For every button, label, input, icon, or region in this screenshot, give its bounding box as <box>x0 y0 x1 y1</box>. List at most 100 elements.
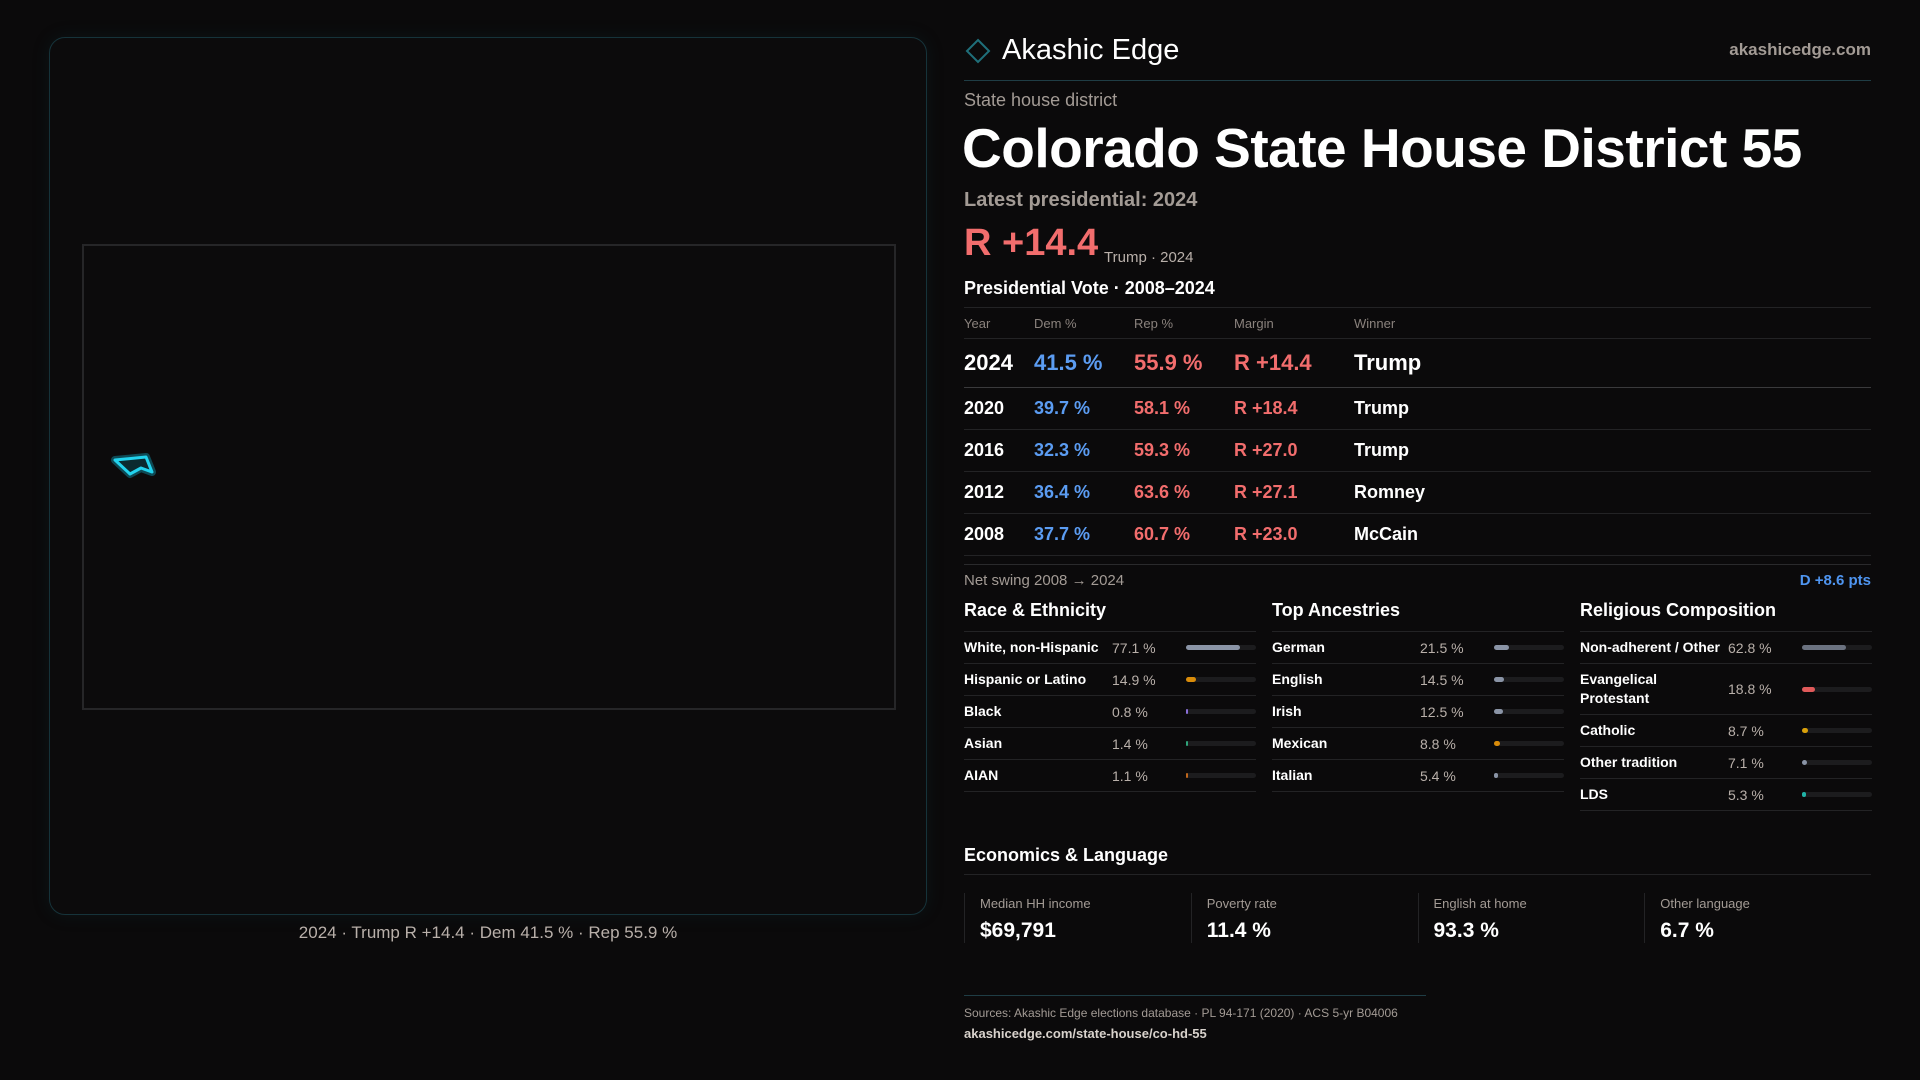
dem-pct-cell: 32.3 % <box>1034 429 1134 472</box>
stat-bar-track <box>1494 709 1564 714</box>
stat-bar-fill <box>1802 686 1816 692</box>
stat-row: Other tradition 7.1 % <box>1580 747 1872 779</box>
stat-bar-fill <box>1186 741 1188 746</box>
col-winner: Winner <box>1354 307 1871 339</box>
headline-margin: R +14.4 <box>964 222 1099 264</box>
margin-cell: R +27.0 <box>1234 429 1354 472</box>
winner-cell: Trump <box>1354 387 1871 430</box>
stat-label: Hispanic or Latino <box>964 671 1087 687</box>
stat-value: 7.1 % <box>1728 754 1764 771</box>
section-title: Religious Composition <box>1580 600 1872 632</box>
dem-pct-cell: 39.7 % <box>1034 387 1134 430</box>
stat-label: Italian <box>1272 767 1313 783</box>
stat-row: Irish 12.5 % <box>1272 696 1564 728</box>
stat-bar-track <box>1186 709 1256 714</box>
race-ethnicity-section: Race & Ethnicity White, non-Hispanic 77.1 … <box>964 600 1256 792</box>
stat-bar-fill <box>1494 677 1505 682</box>
headline-margin-sub: Trump · 2024 <box>1104 249 1194 266</box>
stat-value: 8.8 % <box>1420 735 1456 752</box>
stat-bar-track <box>1802 728 1872 733</box>
map-panel[interactable] <box>49 37 927 915</box>
stat-row: Evangelical Protestant 18.8 % <box>1580 664 1872 715</box>
header-divider <box>964 80 1871 81</box>
stat-bar-track <box>1494 677 1564 682</box>
brand: Akashic Edge <box>964 34 1179 67</box>
rep-pct-cell: 59.3 % <box>1134 429 1234 472</box>
stat-label: Non-adherent / Other <box>1580 639 1721 655</box>
stat-label: Mexican <box>1272 735 1328 751</box>
stat-bar-fill <box>1186 677 1197 682</box>
stat-value: 18.8 % <box>1728 681 1772 697</box>
stat-bar-track <box>1802 792 1872 797</box>
stat-row: Italian 5.4 % <box>1272 760 1564 792</box>
stat-label: Evangelical Protestant <box>1580 671 1658 706</box>
stat-row: Mexican 8.8 % <box>1272 728 1564 760</box>
stat-bar-track <box>1802 645 1872 650</box>
winner-cell: Trump <box>1354 429 1871 472</box>
ancestries-section: Top Ancestries German 21.5 % English 14.5 % I… <box>1272 600 1564 792</box>
stat-row: White, non-Hispanic 77.1 % <box>964 632 1256 664</box>
stat-value: 1.1 % <box>1112 767 1148 784</box>
margin-cell: R +23.0 <box>1234 513 1354 556</box>
table-row: 2016 32.3 % 59.3 % R +27.0 Trump <box>964 429 1871 472</box>
stat-row: Black 0.8 % <box>964 696 1256 728</box>
stat-bar-track <box>1186 645 1256 650</box>
dem-pct-cell: 41.5 % <box>1034 338 1134 388</box>
rep-pct-cell: 60.7 % <box>1134 513 1234 556</box>
stat-label: LDS <box>1580 786 1608 802</box>
stat-bar-fill <box>1802 792 1806 797</box>
stat-value: 5.3 % <box>1728 786 1764 803</box>
econ-label: Median HH income <box>980 896 1091 911</box>
econ-value: 11.4 % <box>1206 919 1271 942</box>
state-outline-frame <box>82 244 896 710</box>
econ-label: Poverty rate <box>1206 896 1277 911</box>
section-title: Top Ancestries <box>1272 600 1564 632</box>
year-cell: 2024 <box>964 338 1034 388</box>
stat-row: Catholic 8.7 % <box>1580 715 1872 747</box>
table-row: 2012 36.4 % 63.6 % R +27.1 Romney <box>964 471 1871 514</box>
stat-bar-track <box>1494 773 1564 778</box>
econ-card: Other language 6.7 % <box>1644 893 1871 943</box>
rep-pct-cell: 55.9 % <box>1134 338 1234 388</box>
dem-pct-cell: 37.7 % <box>1034 513 1134 556</box>
econ-value: 93.3 % <box>1433 919 1499 942</box>
stat-label: Black <box>964 703 1002 719</box>
stat-label: Irish <box>1272 703 1302 719</box>
sources: Sources: Akashic Edge elections database… <box>964 1006 1398 1020</box>
col-dem: Dem % <box>1034 307 1134 339</box>
stat-row: Asian 1.4 % <box>964 728 1256 760</box>
year-cell: 2020 <box>964 387 1034 430</box>
economics-title: Economics & Language <box>964 845 1871 875</box>
stat-value: 77.1 % <box>1112 639 1156 656</box>
brand-name: Akashic Edge <box>1002 34 1180 66</box>
year-cell: 2016 <box>964 429 1034 472</box>
stat-bar-fill <box>1494 741 1501 746</box>
margin-cell: R +27.1 <box>1234 471 1354 514</box>
permalink[interactable]: akashicedge.com/state-house/co-hd-55 <box>964 1026 1207 1041</box>
stat-bar-fill <box>1186 773 1188 778</box>
econ-label: English at home <box>1433 896 1527 911</box>
site-link[interactable]: akashicedge.com <box>1729 40 1871 59</box>
religion-section: Religious Composition Non-adherent / Othe… <box>1580 600 1872 811</box>
stat-bar-fill <box>1802 760 1807 765</box>
footer: Sources: Akashic Edge elections database… <box>964 995 1426 1041</box>
econ-label: Other language <box>1660 896 1750 911</box>
stat-label: Catholic <box>1580 722 1636 738</box>
presidential-vote-title: Presidential Vote · 2008–2024 <box>964 278 1215 298</box>
map-caption: 2024 · Trump R +14.4 · Dem 41.5 % · Rep … <box>298 923 678 942</box>
stat-label: AIAN <box>964 767 999 783</box>
district-shape[interactable] <box>108 450 158 484</box>
margin-cell: R +18.4 <box>1234 387 1354 430</box>
stat-bar-track <box>1494 645 1564 650</box>
year-cell: 2012 <box>964 471 1034 514</box>
stat-bar-fill <box>1494 709 1503 714</box>
stat-bar-track <box>1802 686 1872 692</box>
stat-value: 0.8 % <box>1112 703 1148 720</box>
stat-value: 1.4 % <box>1112 735 1148 752</box>
net-swing-label: Net swing 2008 → 2024 <box>964 572 1125 589</box>
year-cell: 2008 <box>964 513 1034 556</box>
econ-card: Median HH income $69,791 <box>964 893 1191 943</box>
table-row: 2008 37.7 % 60.7 % R +23.0 McCain <box>964 513 1871 556</box>
winner-cell: Trump <box>1354 338 1871 388</box>
table-row: 2024 41.5 % 55.9 % R +14.4 Trump <box>964 338 1871 388</box>
